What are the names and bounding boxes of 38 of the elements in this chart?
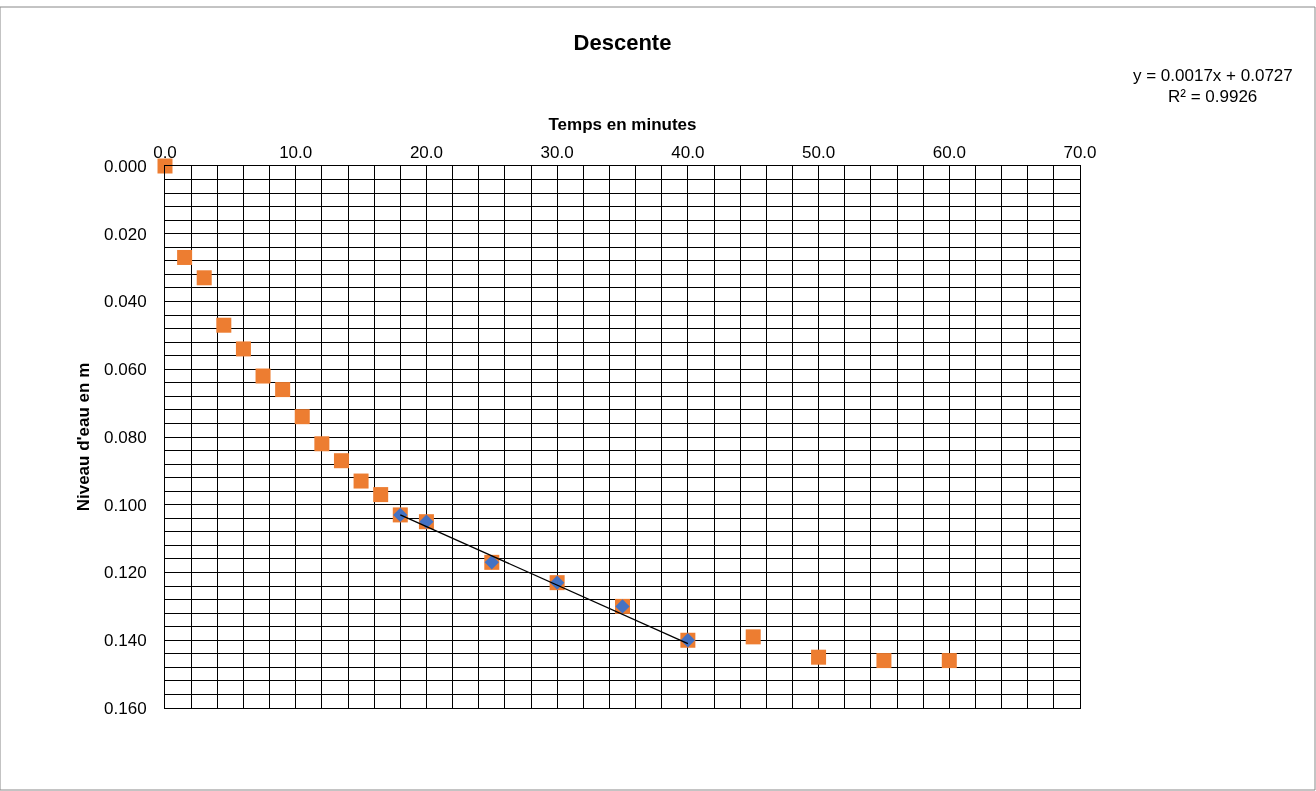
- y-tick-label: 0.020: [104, 224, 147, 244]
- text: y = 0.0017x + 0.0727: [1133, 66, 1293, 85]
- point: [876, 653, 892, 669]
- x-tick-label: 50.0: [802, 143, 836, 163]
- x-tick-label: 10.0: [279, 143, 313, 163]
- y-tick-label: 0.120: [104, 563, 147, 583]
- y-tick-label: 0.160: [104, 698, 147, 718]
- x-tick-label: 30.0: [540, 143, 574, 163]
- y-tick-label: 0.100: [104, 495, 147, 515]
- point: [333, 453, 349, 469]
- point: [373, 487, 389, 503]
- point: [255, 368, 271, 384]
- x-tick-label: 20.0: [409, 143, 443, 163]
- point: [216, 317, 232, 333]
- y-tick-label: 0.060: [104, 360, 147, 380]
- chart-title: Descente: [573, 30, 672, 56]
- point: [811, 649, 827, 665]
- y-tick-label: 0.000: [104, 156, 147, 176]
- point: [196, 270, 212, 286]
- point: [177, 249, 193, 265]
- point: [275, 382, 291, 398]
- point: [157, 158, 173, 174]
- point: [314, 436, 330, 452]
- point: [941, 653, 957, 669]
- point: [294, 409, 310, 425]
- y-tick-label: 0.140: [104, 631, 147, 651]
- y-tick-label: 0.080: [104, 427, 147, 447]
- y-axis-title: Niveau d'eau en m: [73, 362, 93, 512]
- point: [353, 473, 369, 489]
- text: R² = 0.9926: [1168, 87, 1258, 106]
- x-tick-label: 60.0: [932, 143, 966, 163]
- point: [235, 341, 251, 357]
- x-tick-label: 0.0: [153, 143, 177, 163]
- point: [745, 629, 761, 645]
- x-axis-title: Temps en minutes: [548, 114, 697, 134]
- y-tick-label: 0.040: [104, 292, 147, 312]
- x-tick-label: 70.0: [1063, 143, 1097, 163]
- x-tick-label: 40.0: [671, 143, 705, 163]
